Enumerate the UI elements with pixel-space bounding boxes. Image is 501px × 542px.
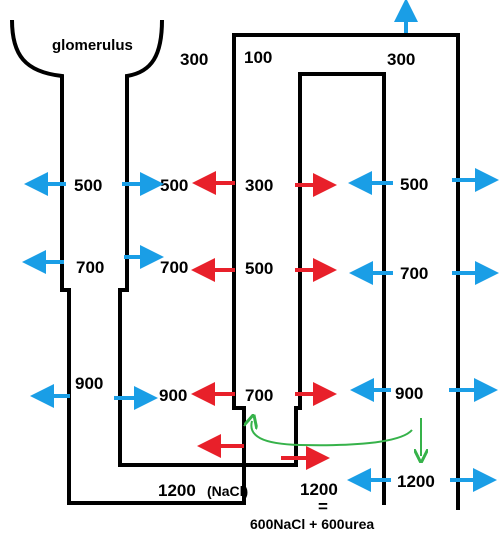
proximal-500-in: 500 [74, 176, 102, 195]
loop-unit-nacl: (NaCl) [207, 483, 248, 499]
collecting-1200: 1200 [397, 472, 435, 491]
interstitial-1200: 1200 [300, 480, 338, 499]
proximal-700-out: 700 [160, 258, 188, 277]
composition-label: 600NaCl + 600urea [250, 516, 374, 532]
cortex-osmolarity-left: 300 [180, 50, 208, 69]
proximal-900-in: 900 [75, 374, 103, 393]
ascending-700: 700 [245, 386, 273, 405]
proximal-700-in: 700 [76, 258, 104, 277]
proximal-500-out: 500 [160, 176, 188, 195]
glomerulus-capsule [10, 19, 460, 510]
loop-1200: 1200 [158, 481, 196, 500]
ascending-500: 500 [245, 259, 273, 278]
cortex-osmolarity-right: 300 [387, 50, 415, 69]
cortex-osmolarity-mid: 100 [244, 48, 272, 67]
collecting-900: 900 [395, 384, 423, 403]
proximal-900-out: 900 [159, 386, 187, 405]
urea-recycle-arrow-icon [251, 421, 413, 447]
ascending-300: 300 [245, 176, 273, 195]
collecting-500: 500 [400, 175, 428, 194]
equals-sign: = [318, 497, 328, 516]
glomerulus-label: glomerulus [52, 37, 133, 54]
collecting-700: 700 [400, 264, 428, 283]
